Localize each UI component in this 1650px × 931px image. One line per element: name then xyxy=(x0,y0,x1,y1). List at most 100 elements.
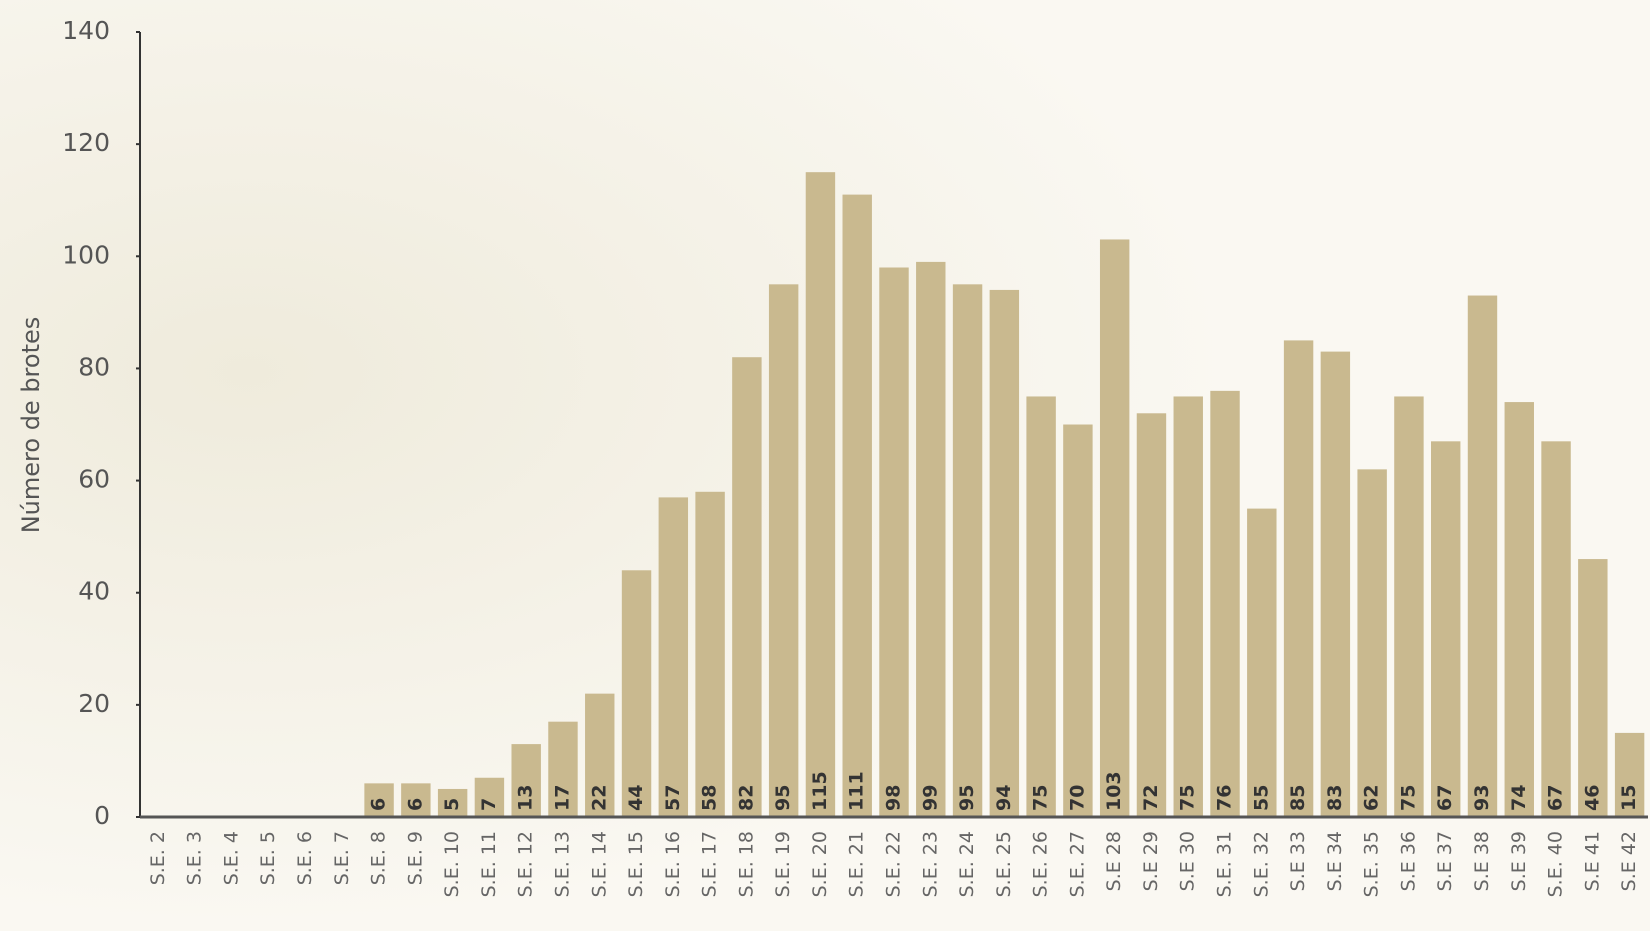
data-label: 99 xyxy=(919,785,941,811)
data-label: 98 xyxy=(883,785,905,811)
bar xyxy=(1026,396,1056,817)
bar xyxy=(401,783,431,817)
y-tick-label: 80 xyxy=(78,352,110,381)
data-label: 75 xyxy=(1030,785,1052,811)
data-label: 75 xyxy=(1397,785,1419,811)
x-tick-label: S.E 29 xyxy=(1140,831,1162,891)
x-tick-label: S.E. 7 xyxy=(331,831,353,885)
data-label: 85 xyxy=(1287,785,1309,811)
y-tick-label: 0 xyxy=(94,801,110,830)
data-label: 83 xyxy=(1324,785,1346,811)
x-tick-label: S.E. 4 xyxy=(220,831,242,885)
data-label: 58 xyxy=(699,785,721,811)
data-label: 17 xyxy=(551,785,573,811)
x-tick-label: S.E. 16 xyxy=(662,831,684,897)
x-tick-label: S.E 30 xyxy=(1177,831,1199,891)
bar xyxy=(1614,732,1645,817)
x-tick-label: S.E 34 xyxy=(1324,831,1346,891)
bar xyxy=(916,261,946,818)
data-label: 75 xyxy=(1177,785,1199,811)
data-label: 5 xyxy=(441,798,463,811)
data-label: 13 xyxy=(515,785,537,811)
x-tick-label: S.E. 14 xyxy=(588,831,610,897)
x-tick-label: S.E 28 xyxy=(1103,831,1125,891)
bar xyxy=(1394,396,1424,817)
bar xyxy=(879,267,909,817)
x-tick-label: S.E 38 xyxy=(1471,831,1493,891)
x-tick-label: S.E 39 xyxy=(1508,831,1530,891)
bar xyxy=(511,744,541,817)
bar xyxy=(1578,559,1608,817)
data-label: 67 xyxy=(1545,785,1567,811)
bar xyxy=(1136,413,1167,817)
bar xyxy=(621,570,652,817)
bar xyxy=(1541,441,1571,817)
x-tick-label: S.E 41 xyxy=(1581,831,1603,891)
y-tick-label: 120 xyxy=(62,128,110,157)
data-label: 46 xyxy=(1581,785,1603,811)
x-tick-label: S.E. 20 xyxy=(809,831,831,897)
bar xyxy=(1063,424,1093,817)
data-label: 76 xyxy=(1214,785,1236,811)
x-tick-label: S.E. 5 xyxy=(257,831,279,885)
x-tick-label: S.E. 17 xyxy=(699,831,721,897)
data-label: 62 xyxy=(1361,785,1383,811)
x-tick-label: S.E. 40 xyxy=(1545,831,1567,897)
bar xyxy=(1210,390,1240,817)
x-tick-label: S.E. 31 xyxy=(1214,831,1236,897)
y-tick-label: 20 xyxy=(78,689,110,718)
bar xyxy=(585,693,615,817)
bar xyxy=(1467,295,1498,817)
bar xyxy=(548,721,578,817)
x-tick-label: S.E. 22 xyxy=(883,831,905,897)
data-label: 57 xyxy=(662,785,684,811)
bar xyxy=(1357,469,1387,817)
data-label: 95 xyxy=(956,785,978,811)
y-axis-label: Número de brotes xyxy=(17,317,45,534)
bar xyxy=(695,491,725,817)
data-label: 93 xyxy=(1471,785,1493,811)
data-label: 82 xyxy=(735,785,757,811)
x-tick-label: S.E. 26 xyxy=(1030,831,1052,897)
x-tick-label: S.E. 27 xyxy=(1066,831,1088,897)
bar xyxy=(989,289,1020,817)
bar xyxy=(1283,340,1314,817)
data-label: 111 xyxy=(846,771,868,811)
x-tick-label: S.E. 9 xyxy=(404,831,426,885)
data-label: 6 xyxy=(368,798,390,811)
bar xyxy=(768,284,799,818)
x-tick-label: S.E 42 xyxy=(1618,831,1640,891)
data-label: 67 xyxy=(1434,785,1456,811)
bar xyxy=(1504,402,1534,817)
x-tick-label: S.E. 2 xyxy=(147,831,169,885)
bar xyxy=(658,497,689,817)
x-tick-label: S.E. 6 xyxy=(294,831,316,885)
x-tick-label: S.E. 24 xyxy=(956,831,978,897)
bar xyxy=(1430,441,1461,817)
x-tick-label: S.E. 12 xyxy=(515,831,537,897)
bar xyxy=(474,777,505,817)
data-label: 74 xyxy=(1508,785,1530,811)
bar xyxy=(1173,396,1203,817)
data-label: 103 xyxy=(1103,771,1125,811)
data-label: 15 xyxy=(1618,785,1640,811)
data-label: 55 xyxy=(1250,785,1272,811)
x-tick-label: S.E. 8 xyxy=(368,831,390,885)
data-label: 7 xyxy=(478,798,500,811)
bar xyxy=(364,783,394,817)
data-label: 115 xyxy=(809,771,831,811)
data-label: 70 xyxy=(1066,785,1088,811)
x-tick-label: S.E 36 xyxy=(1397,831,1419,891)
data-label: 22 xyxy=(588,785,610,811)
bar xyxy=(1247,508,1277,817)
bar xyxy=(1099,239,1130,817)
bar xyxy=(842,194,872,817)
x-tick-label: S.E. 3 xyxy=(184,831,206,885)
x-tick-label: S.E. 35 xyxy=(1361,831,1383,897)
x-tick-label: S.E. 11 xyxy=(478,831,500,897)
x-tick-label: S.E. 13 xyxy=(551,831,573,897)
y-tick-label: 140 xyxy=(62,16,110,45)
data-label: 44 xyxy=(625,785,647,811)
bar xyxy=(437,788,468,817)
